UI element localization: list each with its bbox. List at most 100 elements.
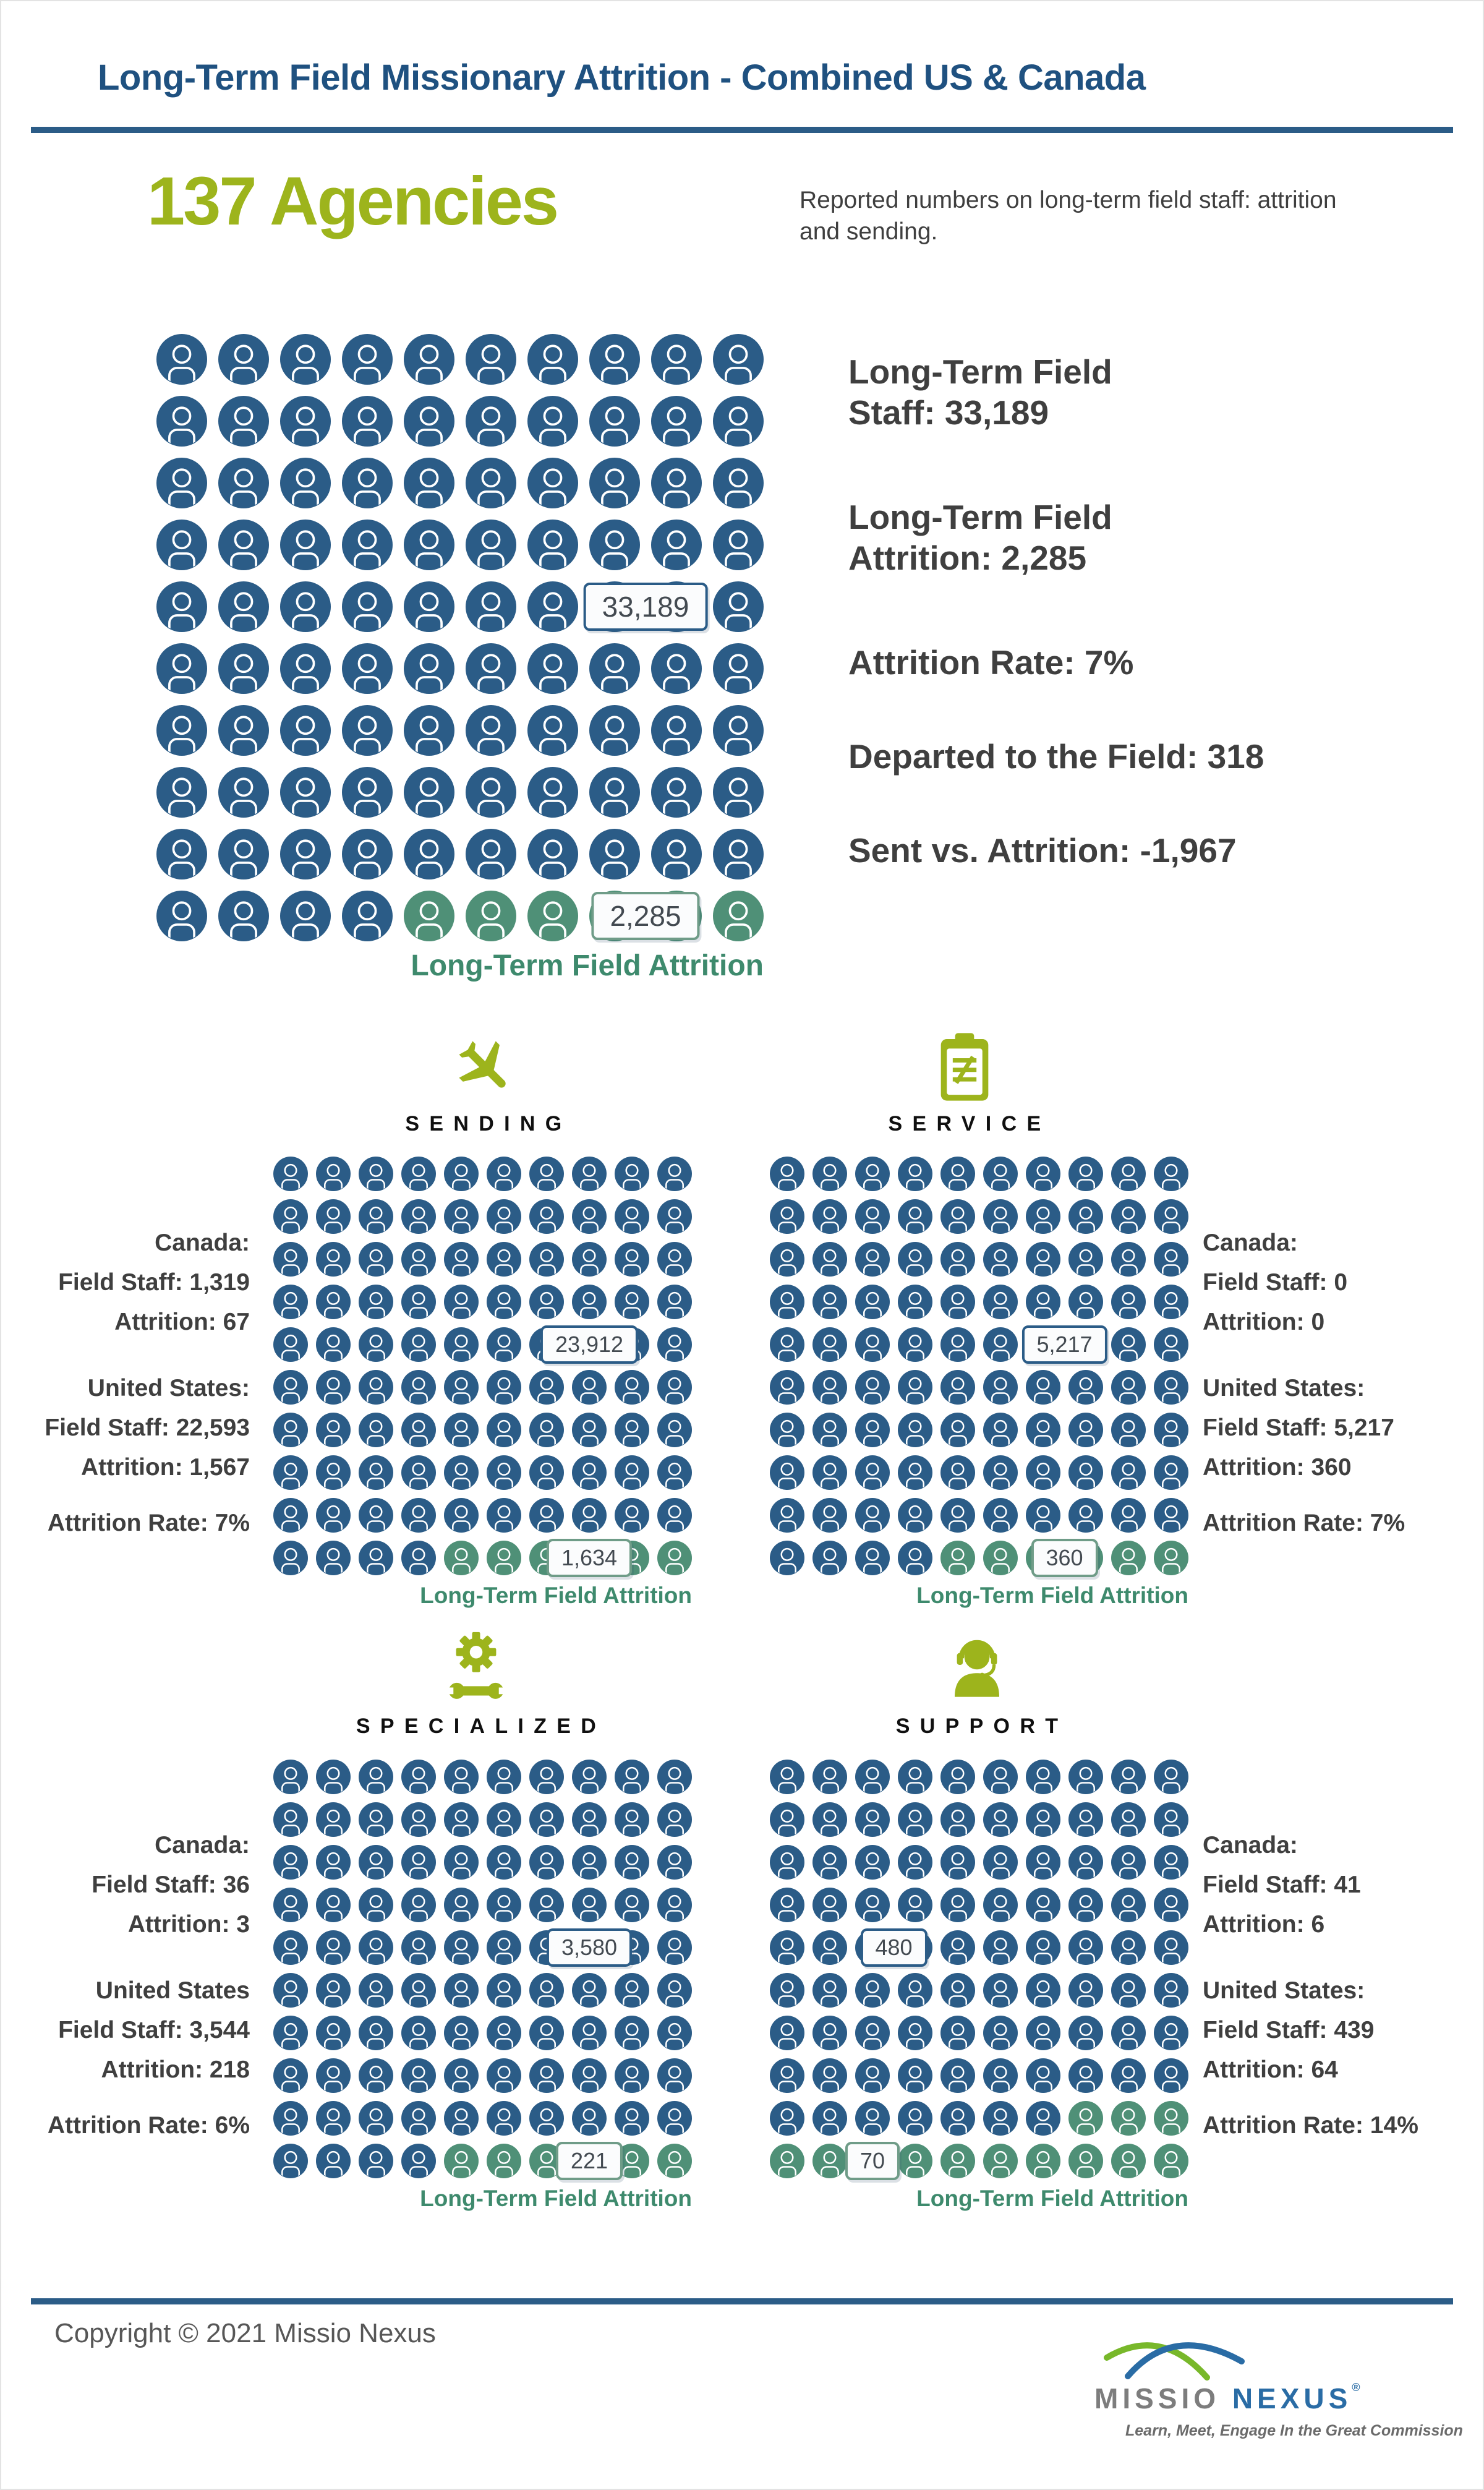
person-icon-staff	[770, 2016, 804, 2050]
person-icon-staff	[983, 1242, 1018, 1277]
person-icon-staff	[529, 1760, 564, 1794]
person-icon-staff	[898, 1888, 932, 1922]
person-icon-staff	[273, 1157, 308, 1191]
person-icon-staff	[1068, 2016, 1103, 2050]
service-stats: Canada: Field Staff: 0 Attrition: 0 Unit…	[1203, 1223, 1405, 1543]
person-icon-staff	[898, 1455, 932, 1490]
person-icon-staff	[487, 2101, 521, 2136]
gear-wrench-icon	[443, 1627, 510, 1710]
person-icon-staff	[657, 1760, 692, 1794]
person-icon-staff	[1111, 1285, 1146, 1319]
person-icon-staff	[1068, 1888, 1103, 1922]
person-icon-staff	[940, 2016, 975, 2050]
stat-line: Field Staff: 36	[92, 1872, 250, 1898]
person-icon-staff	[218, 334, 269, 385]
person-icon-staff	[280, 705, 331, 756]
stat-line: Canada:	[1203, 1230, 1298, 1256]
person-icon-staff	[218, 458, 269, 508]
specialized-stats: Canada: Field Staff: 36 Attrition: 3 Uni…	[31, 1826, 250, 2146]
person-icon-staff	[487, 1199, 521, 1234]
person-icon-staff	[527, 581, 578, 632]
person-icon-staff	[898, 1973, 932, 2008]
person-icon-attrition	[466, 891, 516, 941]
waffle-value-label: 5,217	[1021, 1325, 1107, 1364]
person-icon-staff	[713, 396, 764, 447]
person-icon-attrition	[1026, 2144, 1060, 2178]
person-icon-attrition	[487, 1541, 521, 1575]
person-icon-staff	[487, 1930, 521, 1965]
person-icon-staff	[657, 1370, 692, 1405]
person-icon-staff	[657, 1802, 692, 1837]
person-icon-staff	[855, 1973, 890, 2008]
person-icon-staff	[657, 2101, 692, 2136]
person-icon-staff	[273, 2144, 308, 2178]
person-icon-staff	[1068, 1157, 1103, 1191]
person-icon-staff	[651, 643, 702, 694]
person-icon-staff	[529, 1973, 564, 2008]
person-icon-staff	[572, 1199, 607, 1234]
person-icon-staff	[983, 2101, 1018, 2136]
copyright-text: Copyright © 2021 Missio Nexus	[54, 2318, 436, 2348]
person-icon-staff	[404, 643, 454, 694]
person-icon-staff	[1154, 1242, 1188, 1277]
waffle-caption: Long-Term Field Attrition	[420, 1583, 692, 1608]
person-icon-staff	[657, 1845, 692, 1880]
person-icon-attrition	[487, 2144, 521, 2178]
waffle-value-label: 70	[845, 2142, 900, 2180]
logo-arcs-icon	[1103, 2337, 1245, 2384]
person-icon-staff	[316, 1930, 351, 1965]
person-icon-staff	[359, 1541, 393, 1575]
person-icon-staff	[770, 1455, 804, 1490]
person-icon-staff	[615, 2101, 649, 2136]
person-icon-staff	[280, 396, 331, 447]
us-stats: United States Field Staff: 3,544 Attriti…	[31, 1971, 250, 2090]
person-icon-attrition	[1154, 2101, 1188, 2136]
person-icon-staff	[983, 1760, 1018, 1794]
person-icon-staff	[273, 1802, 308, 1837]
stat-line: Field Staff: 3,544	[58, 2017, 250, 2043]
person-icon-staff	[218, 396, 269, 447]
person-icon-staff	[156, 891, 207, 941]
person-icon-staff	[404, 767, 454, 818]
person-icon-staff	[359, 1930, 393, 1965]
person-icon-staff	[316, 2016, 351, 2050]
stat-line: Canada:	[155, 1832, 250, 1859]
person-icon-staff	[770, 1285, 804, 1319]
waffle-caption: Long-Term Field Attrition	[916, 2186, 1188, 2211]
person-icon-staff	[1111, 1327, 1146, 1362]
person-icon-staff	[359, 1455, 393, 1490]
person-icon-staff	[466, 643, 516, 694]
person-icon-staff	[1026, 1973, 1060, 2008]
person-icon-staff	[657, 1413, 692, 1447]
person-icon-staff	[1111, 1242, 1146, 1277]
person-icon-staff	[444, 1327, 479, 1362]
attrition-rate: Attrition Rate: 7%	[1203, 1510, 1405, 1536]
person-icon-staff	[359, 1199, 393, 1234]
person-icon-staff	[812, 1242, 847, 1277]
person-icon-staff	[444, 1498, 479, 1533]
person-icon-staff	[1068, 1242, 1103, 1277]
person-icon-staff	[812, 1760, 847, 1794]
person-icon-staff	[487, 1285, 521, 1319]
person-icon-staff	[316, 1455, 351, 1490]
waffle-cells	[156, 334, 764, 941]
waffle-value-label: 3,580	[546, 1928, 633, 1967]
person-icon-staff	[855, 1413, 890, 1447]
person-icon-staff	[218, 705, 269, 756]
person-icon-staff	[342, 396, 393, 447]
person-icon-staff	[812, 1370, 847, 1405]
person-icon-staff	[651, 767, 702, 818]
person-icon-staff	[812, 1413, 847, 1447]
canada-stats: Canada: Field Staff: 41 Attrition: 6	[1203, 1826, 1418, 1945]
person-icon-staff	[898, 1157, 932, 1191]
person-icon-staff	[940, 1285, 975, 1319]
stat-line: Attrition: 0	[1203, 1309, 1325, 1335]
person-icon-staff	[983, 1157, 1018, 1191]
person-icon-staff	[770, 1370, 804, 1405]
person-icon-staff	[1154, 1973, 1188, 2008]
person-icon-staff	[273, 1973, 308, 2008]
person-icon-staff	[273, 1541, 308, 1575]
person-icon-staff	[657, 1242, 692, 1277]
person-icon-staff	[651, 396, 702, 447]
stat-line: Attrition: 360	[1203, 1454, 1352, 1481]
